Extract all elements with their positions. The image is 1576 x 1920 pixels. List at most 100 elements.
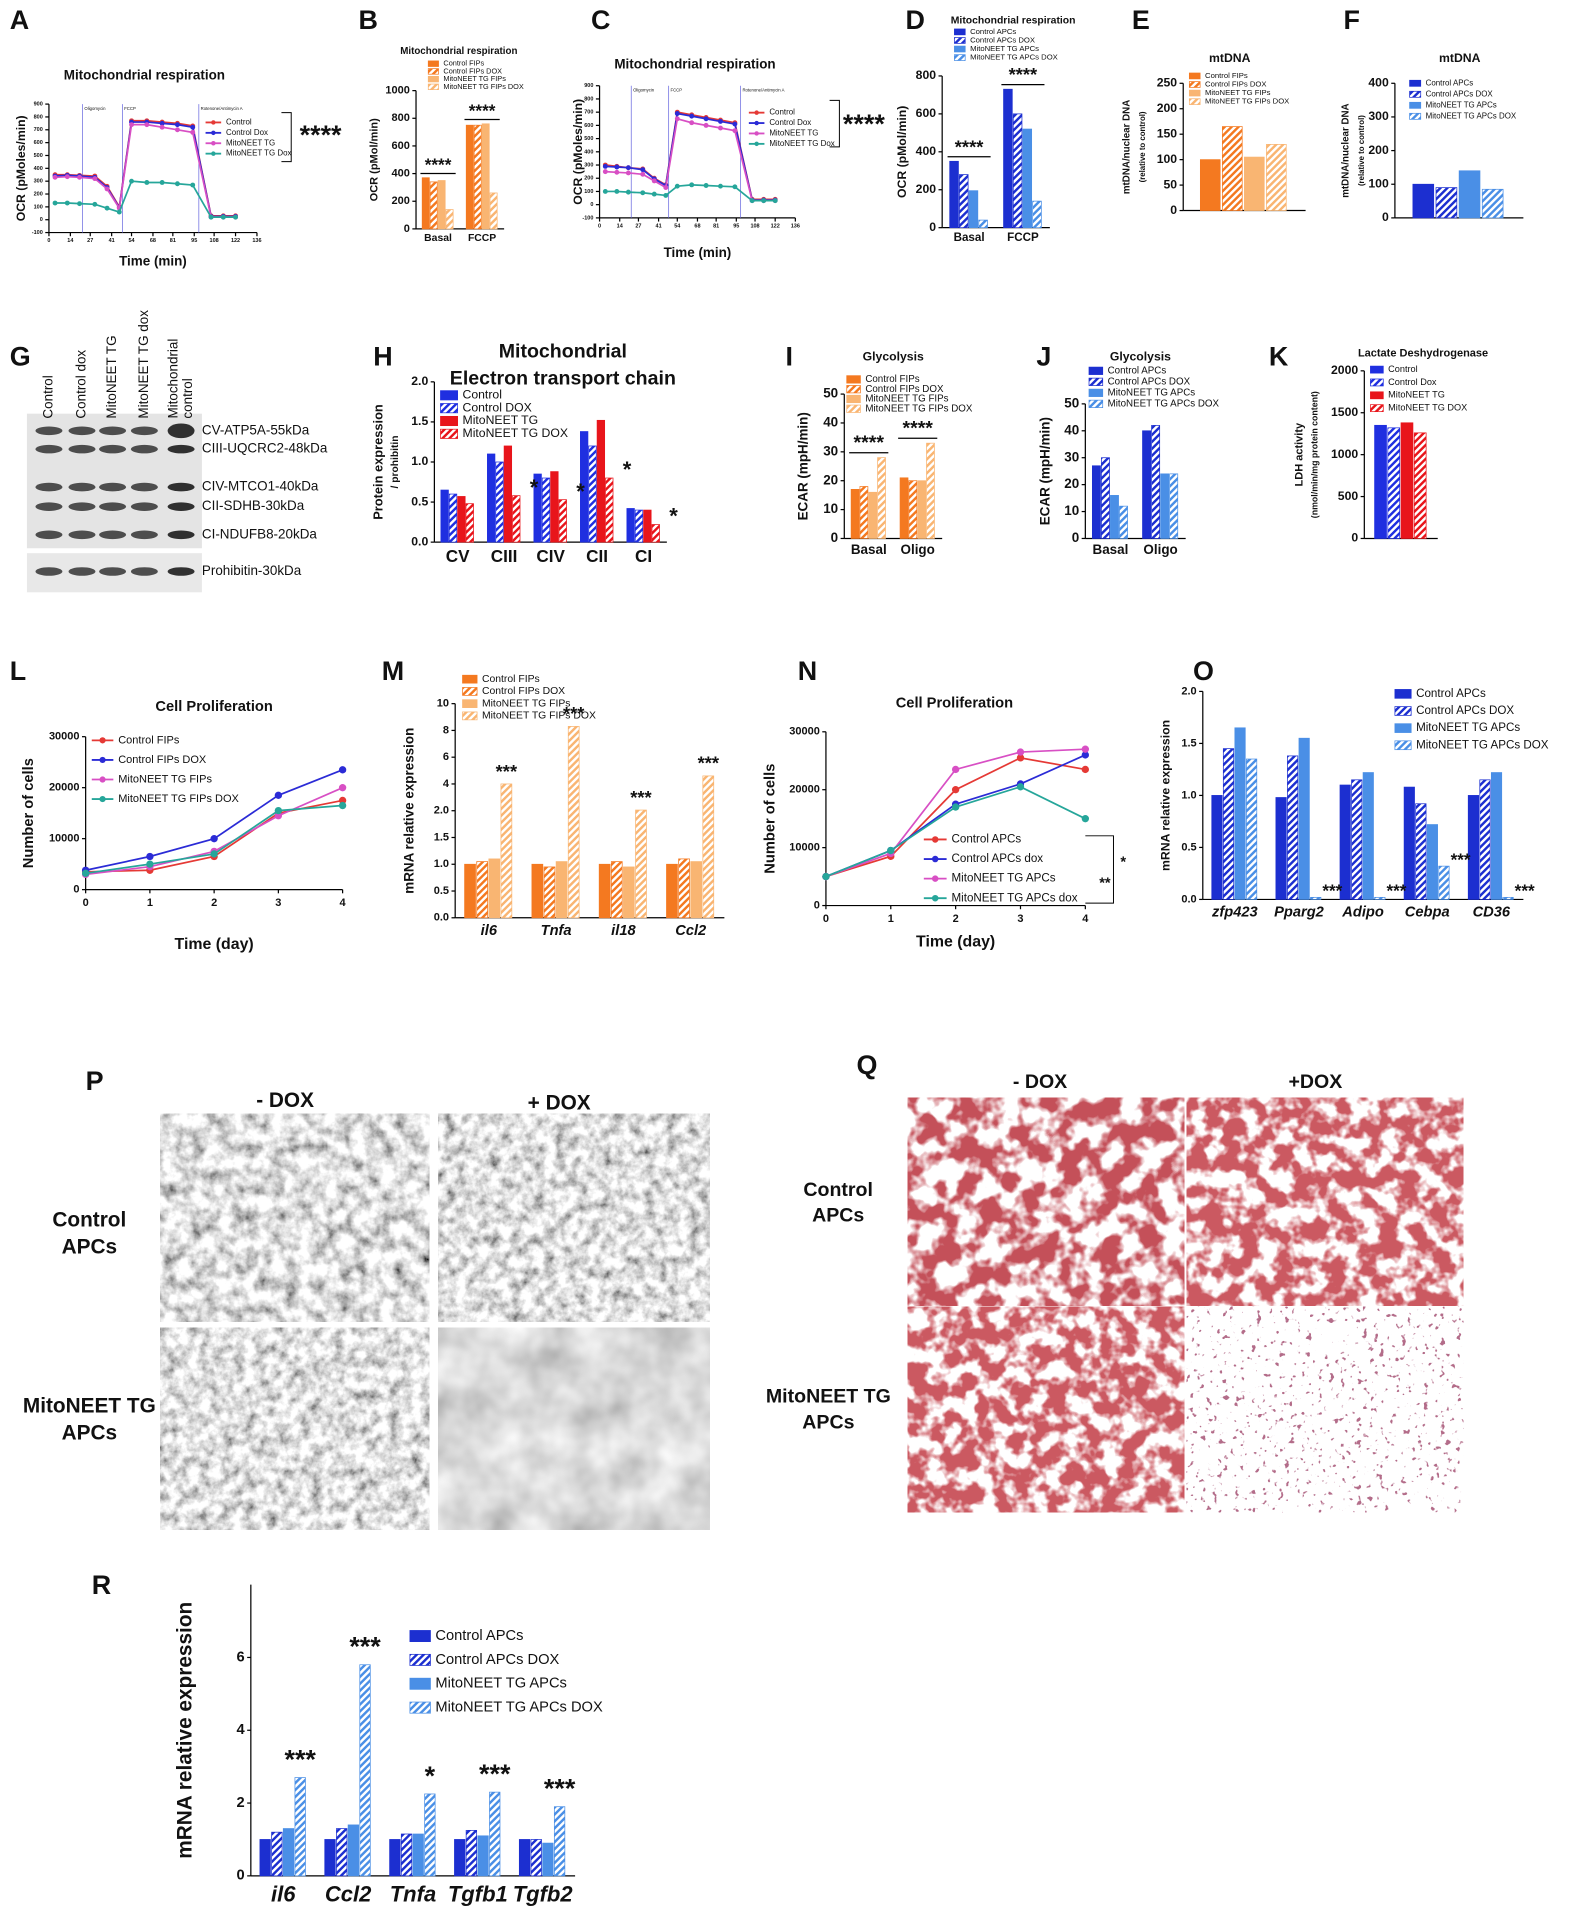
point (822, 872, 830, 881)
bar (666, 863, 678, 919)
bar (448, 493, 458, 543)
legend-label: Control APCs (1416, 687, 1486, 700)
legend-label: MitoNEET TG FIPs DOX (443, 82, 523, 91)
bar (421, 177, 430, 230)
legend-swatch (1188, 89, 1201, 97)
legend-marker (931, 855, 939, 863)
legend-label: MitoNEET TG (463, 413, 539, 427)
point (159, 124, 165, 130)
x-tick-label: zfp423 (1211, 905, 1258, 921)
panel-letter: O (1193, 656, 1214, 686)
x-tick-label: 2 (211, 897, 217, 909)
legend-swatch (1088, 366, 1104, 375)
y-tick-label: 900 (584, 83, 593, 89)
legend-label: Control APCs DOX (1426, 89, 1494, 98)
bar (533, 473, 542, 543)
y-tick-label: 500 (1338, 489, 1359, 503)
significance: **** (902, 418, 933, 440)
legend-label: Control APCs DOX (1108, 376, 1191, 387)
y-tick-label: 0.5 (1181, 841, 1196, 853)
y-axis-label: LDH activity (1293, 422, 1305, 486)
point (146, 860, 154, 868)
bar (541, 477, 551, 543)
x-tick-label: Oligo (901, 542, 935, 557)
band (35, 426, 63, 436)
legend-label: Control APCs (970, 27, 1016, 36)
bar (1435, 187, 1458, 219)
legend-swatch (427, 68, 439, 75)
legend-label: MitoNEET TG FIPs DOX (1205, 97, 1289, 106)
band (68, 567, 96, 576)
x-tick-label: Tnfa (390, 1882, 436, 1907)
band-label: CIV-MTCO1-40kDa (202, 479, 319, 494)
y-tick-label: 400 (916, 144, 937, 158)
lane-label: control (180, 378, 195, 418)
point (674, 111, 680, 116)
y-tick-label: 30000 (789, 726, 820, 738)
y-tick-label: 200 (392, 195, 410, 207)
injection-label: Rotenone/Antimycin A (742, 88, 784, 93)
bar (487, 453, 496, 543)
point (144, 180, 150, 185)
y-axis-label: OCR (pMoles/min) (14, 115, 28, 221)
legend-swatch (954, 28, 966, 36)
significance: *** (698, 753, 720, 774)
x-tick-label: CIV (536, 546, 565, 566)
legend-label: MitoNEET TG APCs DOX (1108, 398, 1220, 409)
row-label: MitoNEET TG (766, 1386, 891, 1408)
x-tick-label: Basal (1092, 542, 1128, 557)
bar (643, 509, 652, 543)
panel-letter: A (10, 5, 29, 35)
bar (530, 1839, 542, 1877)
legend-label: MitoNEET TG Dox (769, 139, 834, 148)
row-label: MitoNEET TG (23, 1395, 156, 1418)
bar (926, 442, 935, 539)
y-axis-label: OCR (pMol/min) (895, 106, 909, 198)
bar (489, 192, 498, 230)
bar (1490, 772, 1503, 900)
x-tick-label: 41 (656, 223, 662, 229)
bar (412, 1833, 424, 1877)
legend-label: Control APCs (951, 833, 1021, 846)
panel-letter: K (1269, 342, 1289, 372)
legend-swatch (1188, 81, 1201, 88)
bar (465, 1829, 478, 1877)
legend-label: Control Dox (226, 128, 268, 137)
x-tick-label: FCCP (1007, 231, 1039, 244)
legend-swatch (1370, 391, 1384, 400)
bar (1142, 430, 1152, 539)
band (167, 502, 195, 511)
chart-title: Electron transport chain (450, 368, 676, 390)
x-tick-label: Ccl2 (325, 1882, 372, 1907)
band (99, 567, 127, 576)
point (718, 183, 723, 189)
bar (1310, 896, 1322, 900)
point (674, 183, 680, 189)
chart-title: Mitochondrial respiration (400, 46, 517, 57)
x-tick-label: 54 (674, 223, 681, 229)
x-tick-label: 3 (275, 897, 281, 909)
bar (702, 775, 715, 919)
legend-swatch (409, 1701, 431, 1714)
bar (1101, 457, 1110, 539)
bar (1387, 427, 1401, 539)
y-tick-label: 1.0 (434, 858, 449, 870)
y-tick-label: -100 (582, 215, 593, 221)
bar (1412, 183, 1435, 219)
bar (1415, 803, 1427, 900)
bar (1400, 422, 1414, 539)
point (210, 834, 218, 843)
chart-title: Mitochondrial (499, 341, 627, 363)
significance: *** (496, 761, 518, 782)
x-tick-label: 54 (128, 238, 135, 244)
x-tick-label: Tgfb2 (513, 1882, 574, 1907)
legend-swatch (462, 711, 478, 721)
y-tick-label: 1000 (1331, 447, 1358, 461)
bar (908, 480, 918, 539)
legend-marker (99, 776, 106, 783)
legend-label: Control DOX (463, 400, 532, 414)
bar (464, 863, 476, 919)
legend-label: MitoNEET TG FIPs (1205, 88, 1271, 97)
band-label: CV-ATP5A-55kDa (202, 422, 310, 437)
